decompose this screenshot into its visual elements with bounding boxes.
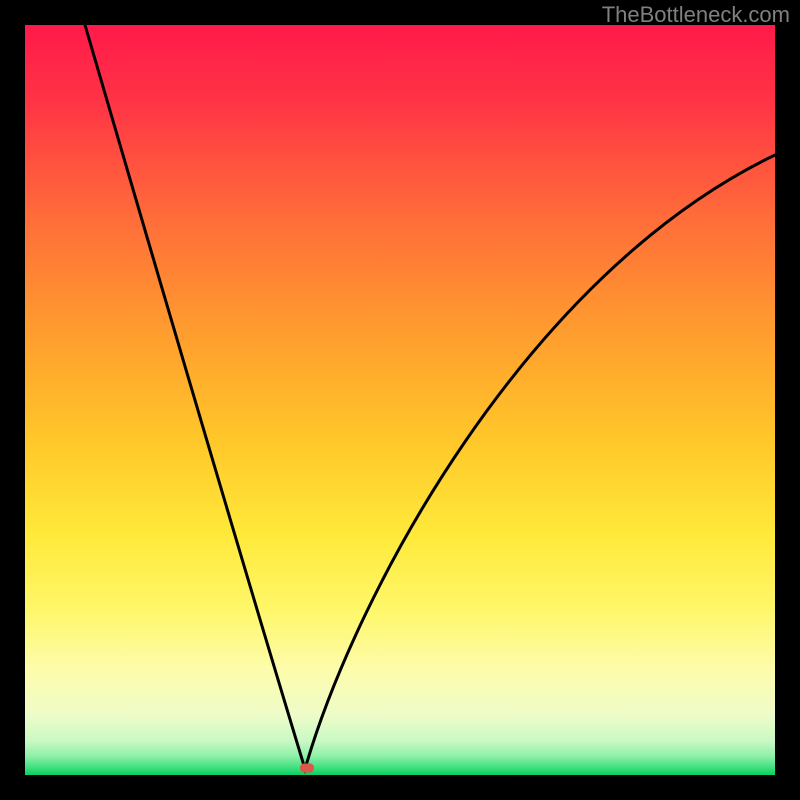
vertex-marker — [300, 764, 314, 773]
plot-svg — [25, 25, 775, 775]
gradient-bg — [25, 25, 775, 775]
plot-area — [25, 25, 775, 775]
watermark-text: TheBottleneck.com — [602, 2, 790, 28]
